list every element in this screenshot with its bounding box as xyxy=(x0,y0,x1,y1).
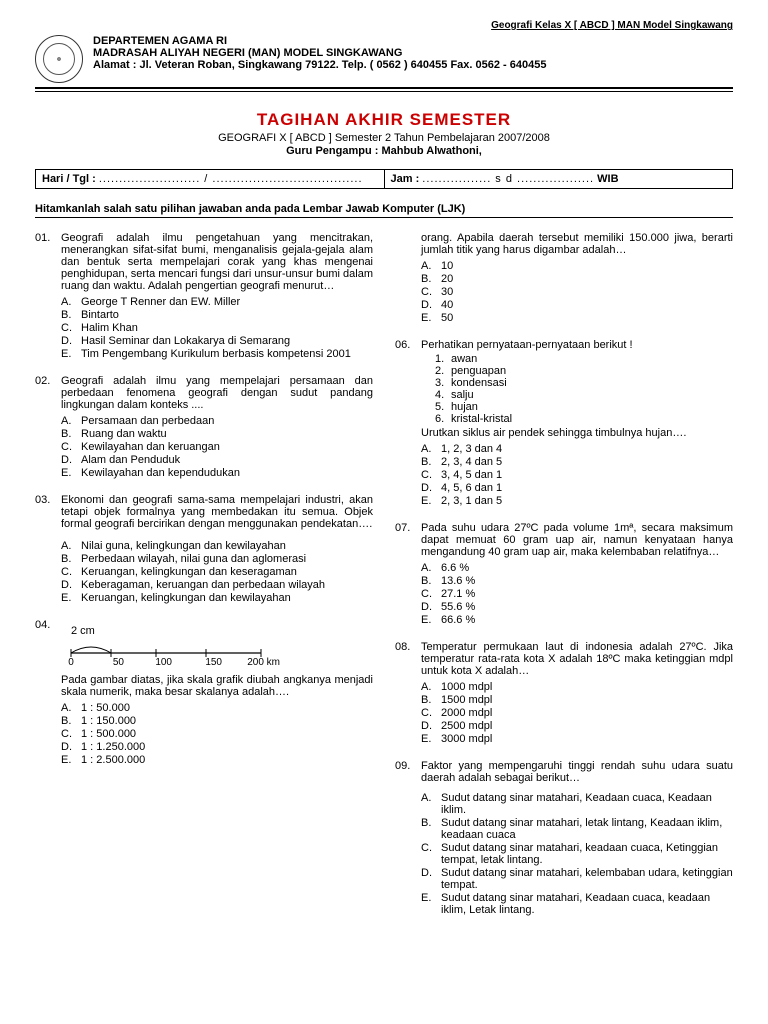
question-02: 02. Geografi adalah ilmu yang mempelajar… xyxy=(35,375,373,480)
main-title: TAGIHAN AKHIR SEMESTER xyxy=(35,110,733,130)
question-09: 09. Faktor yang mempengaruhi tinggi rend… xyxy=(395,760,733,917)
info-time: Jam : ................. s d ............… xyxy=(385,170,733,188)
question-05-continuation: orang. Apabila daerah tersebut memiliki … xyxy=(395,232,733,325)
question-08: 08. Temperatur permukaan laut di indones… xyxy=(395,641,733,746)
subtitle: GEOGRAFI X [ ABCD ] Semester 2 Tahun Pem… xyxy=(35,132,733,144)
letterhead: DEPARTEMEN AGAMA RI MADRASAH ALIYAH NEGE… xyxy=(35,35,733,89)
scale-bar-icon xyxy=(61,639,271,657)
question-06: 06. Perhatikan pernyataan-pernyataan ber… xyxy=(395,339,733,508)
department-block: DEPARTEMEN AGAMA RI MADRASAH ALIYAH NEGE… xyxy=(93,35,733,71)
info-day: Hari / Tgl : ......................... /… xyxy=(36,170,385,188)
column-right: orang. Apabila daerah tersebut memiliki … xyxy=(395,232,733,931)
page-header-right: Geografi Kelas X [ ABCD ] MAN Model Sing… xyxy=(35,20,733,31)
dept-line-2: MADRASAH ALIYAH NEGERI (MAN) MODEL SINGK… xyxy=(93,47,733,59)
school-logo xyxy=(35,35,83,83)
instruction: Hitamkanlah salah satu pilihan jawaban a… xyxy=(35,203,733,218)
question-04: 04. 2 cm 0 50 xyxy=(35,619,373,767)
teacher-line: Guru Pengampu : Mahbub Alwathoni, xyxy=(35,145,733,157)
question-03: 03. Ekonomi dan geografi sama-sama mempe… xyxy=(35,494,373,605)
column-left: 01. Geografi adalah ilmu pengetahuan yan… xyxy=(35,232,373,931)
dept-line-3: Alamat : Jl. Veteran Roban, Singkawang 7… xyxy=(93,59,733,71)
info-row: Hari / Tgl : ......................... /… xyxy=(35,169,733,189)
dept-line-1: DEPARTEMEN AGAMA RI xyxy=(93,35,733,47)
question-07: 07. Pada suhu udara 27ºC pada volume 1mª… xyxy=(395,522,733,627)
content-columns: 01. Geografi adalah ilmu pengetahuan yan… xyxy=(35,232,733,931)
question-01: 01. Geografi adalah ilmu pengetahuan yan… xyxy=(35,232,373,361)
scale-diagram: 2 cm 0 50 100 150 xyxy=(61,625,373,668)
title-block: TAGIHAN AKHIR SEMESTER GEOGRAFI X [ ABCD… xyxy=(35,110,733,157)
